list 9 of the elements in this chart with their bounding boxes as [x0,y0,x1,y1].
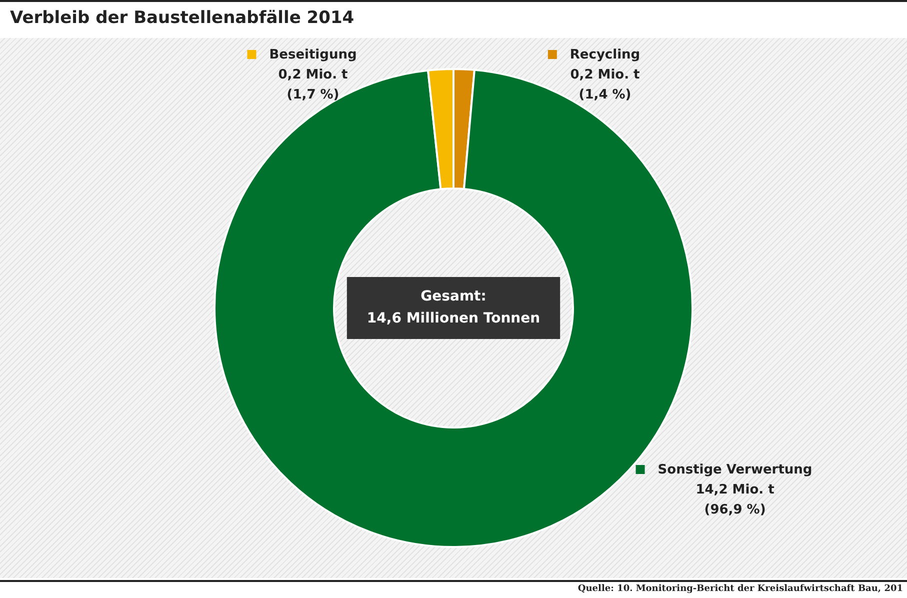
legend-label: Recycling [570,47,640,62]
legend-label: Beseitigung [269,47,357,62]
data-label: 0,2 Mio. t (1,7 %) [278,67,348,102]
chart-title: Verbleib der Baustellenabfälle 2014 [10,8,354,28]
text: Gesamt: 14,6 Millionen Tonnen [366,288,540,327]
data-label: 0,2 Mio. t (1,4 %) [570,67,640,102]
legend-label: Sonstige Verwertung [658,462,812,478]
source-note: Quelle: 10. Monitoring-Bericht der Kreislaufwirtschaft Bau, 201 [578,584,903,594]
data-label: 14,2 Mio. t (96,9 %) [696,482,774,518]
